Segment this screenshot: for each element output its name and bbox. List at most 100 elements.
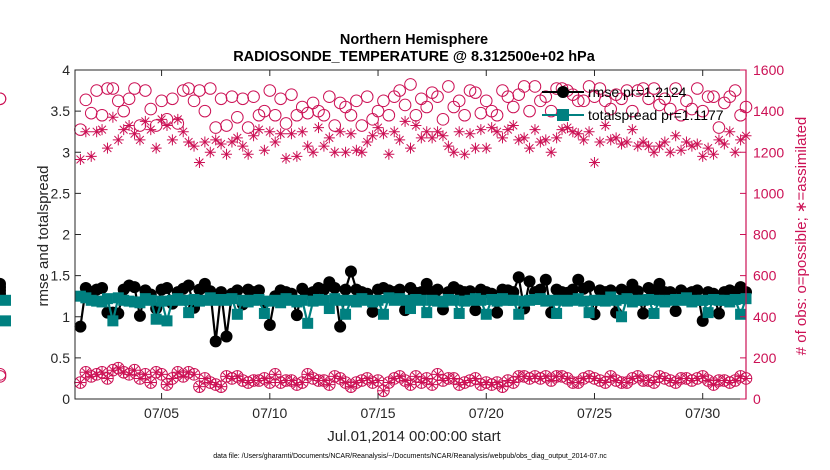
point-assimilated [318, 140, 330, 152]
point-assimilated [193, 381, 205, 393]
point-assimilated [193, 157, 205, 169]
point-possible [636, 82, 650, 95]
point-rmse [566, 283, 579, 296]
point-assimilated [432, 368, 444, 380]
point-possible [442, 80, 455, 93]
point-possible [90, 84, 103, 97]
point-assimilated [524, 372, 536, 384]
point-assimilated [453, 379, 465, 391]
point-assimilated [724, 377, 736, 389]
point-rmse [263, 318, 276, 331]
point-totalspread [318, 294, 330, 306]
point-assimilated [145, 124, 157, 136]
point-assimilated [502, 374, 514, 386]
y-tick-label-left: 0 [62, 391, 70, 407]
point-assimilated [464, 128, 476, 140]
point-totalspread [475, 294, 487, 306]
point-possible [404, 78, 417, 91]
y-axis-label-left: rmse and totalspread [35, 166, 52, 307]
point-assimilated [367, 130, 379, 142]
point-possible [490, 108, 504, 122]
point-possible [436, 113, 450, 126]
point-assimilated [561, 122, 573, 134]
point-assimilated [713, 134, 725, 146]
point-possible [203, 82, 217, 95]
point-assimilated [145, 377, 157, 389]
point-assimilated [426, 379, 438, 391]
point-assimilated [318, 374, 330, 386]
point-totalspread [551, 307, 563, 319]
point-assimilated [529, 124, 541, 136]
point-assimilated [724, 126, 736, 138]
point-rmse [539, 273, 552, 286]
point-assimilated [415, 377, 427, 389]
point-assimilated [561, 372, 573, 384]
point-assimilated [545, 374, 557, 386]
point-possible [187, 94, 201, 108]
point-assimilated [686, 374, 698, 386]
y-tick-label-right: 1400 [753, 103, 784, 119]
point-possible [285, 88, 298, 101]
point-rmse [366, 305, 379, 318]
point-totalspread [729, 293, 741, 305]
point-rmse [334, 320, 347, 333]
point-assimilated [572, 377, 584, 389]
point-assimilated [372, 122, 384, 134]
point-rmse [128, 281, 141, 294]
point-assimilated [643, 140, 655, 152]
point-assimilated [285, 374, 297, 386]
point-totalspread [545, 294, 557, 306]
point-totalspread [610, 294, 622, 306]
point-possible [539, 90, 553, 104]
point-assimilated [653, 140, 665, 152]
point-possible [371, 104, 385, 118]
x-tick-label: 07/30 [685, 405, 720, 421]
point-possible [236, 92, 250, 106]
point-assimilated [718, 374, 730, 386]
point-assimilated [507, 120, 519, 132]
point-possible [420, 100, 434, 114]
point-assimilated [166, 134, 178, 146]
point-rmse [691, 284, 704, 297]
point-totalspread [648, 307, 660, 319]
point-assimilated [307, 146, 319, 158]
point-assimilated [415, 132, 427, 144]
chart-subtitle: RADIOSONDE_TEMPERATURE @ 8.312500e+02 hP… [233, 49, 596, 65]
point-assimilated [605, 370, 617, 382]
point-assimilated [518, 370, 530, 382]
point-rmse [583, 280, 596, 293]
point-totalspread [145, 294, 157, 306]
point-possible [144, 102, 158, 116]
point-possible [306, 96, 320, 110]
point-possible [517, 80, 531, 93]
point-assimilated [210, 134, 222, 146]
point-assimilated [139, 368, 151, 380]
point-assimilated [583, 370, 595, 382]
point-assimilated [664, 146, 676, 158]
point-assimilated [518, 132, 530, 144]
point-assimilated [567, 126, 579, 138]
point-assimilated [399, 115, 411, 127]
point-possible [79, 93, 93, 107]
point-totalspread [183, 307, 195, 319]
point-assimilated [101, 142, 113, 154]
point-rmse [344, 265, 357, 278]
point-totalspread [480, 308, 492, 320]
point-possible [350, 94, 363, 108]
point-assimilated [437, 374, 449, 386]
point-rmse [572, 273, 585, 286]
point-possible [382, 108, 396, 122]
point-assimilated [599, 120, 611, 132]
point-assimilated [442, 140, 454, 152]
point-totalspread [107, 315, 119, 327]
point-possible [144, 376, 158, 389]
point-assimilated [356, 146, 368, 158]
point-assimilated [729, 374, 741, 386]
point-possible [366, 113, 379, 126]
point-totalspread [372, 294, 384, 306]
point-assimilated [226, 372, 238, 384]
point-assimilated [161, 379, 173, 391]
point-assimilated [399, 374, 411, 386]
point-possible [415, 92, 428, 106]
point-totalspread [697, 294, 709, 306]
